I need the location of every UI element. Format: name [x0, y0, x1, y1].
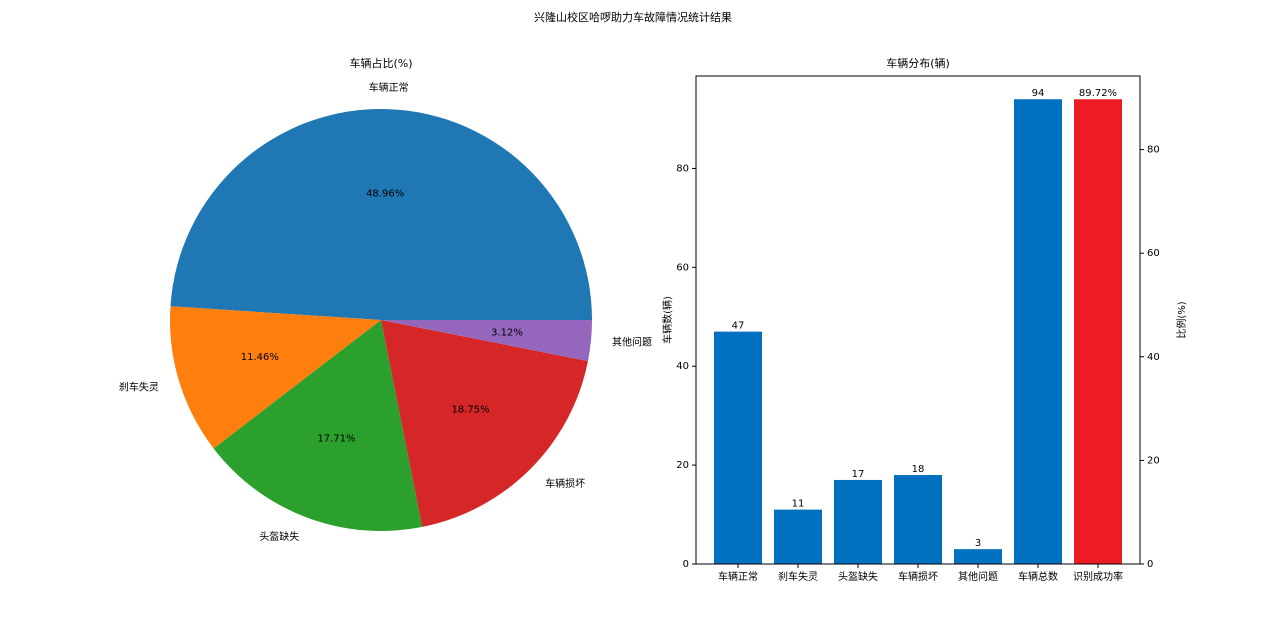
slice-label: 车辆损坏 — [545, 477, 585, 490]
bar-value-label: 17 — [852, 469, 865, 480]
y2-tick-label: 0 — [1147, 559, 1153, 570]
y-axis-label: 车辆数(辆) — [661, 296, 674, 344]
y2-tick-label: 40 — [1147, 352, 1160, 363]
x-tick-label: 识别成功率 — [1073, 570, 1123, 583]
slice-value-label: 48.96% — [366, 188, 404, 199]
x-tick-label: 车辆损坏 — [898, 570, 938, 583]
x-tick-label: 其他问题 — [958, 570, 998, 583]
x-tick-label: 头盔缺失 — [838, 570, 878, 583]
slice-label: 车辆正常 — [369, 81, 409, 94]
pie-slice — [381, 320, 592, 362]
pie-slice — [170, 306, 381, 449]
bar-value-label: 94 — [1032, 88, 1045, 99]
bar — [834, 479, 882, 564]
y2-tick-label: 20 — [1147, 455, 1160, 466]
bar-value-label: 47 — [732, 321, 745, 332]
slice-label: 刹车失灵 — [119, 380, 159, 393]
bar-title: 车辆分布(辆) — [886, 56, 950, 70]
slice-value-label: 18.75% — [451, 404, 489, 415]
pie-slice — [170, 108, 592, 320]
y2-tick-label: 60 — [1147, 248, 1160, 259]
slice-value-label: 3.12% — [491, 327, 523, 338]
pie-title: 车辆占比(%) — [349, 56, 412, 70]
y-tick-label: 0 — [683, 559, 689, 570]
y-tick-label: 60 — [676, 262, 689, 273]
bar — [774, 509, 822, 564]
y-tick-label: 80 — [676, 163, 689, 174]
slice-label: 其他问题 — [612, 336, 652, 349]
y2-axis-label: 比例(%) — [1175, 301, 1188, 338]
pie-slice — [213, 320, 423, 531]
x-tick-label: 车辆总数 — [1018, 570, 1058, 583]
y2-tick-label: 80 — [1147, 145, 1160, 156]
slice-value-label: 17.71% — [317, 433, 355, 444]
bar-value-label: 11 — [792, 499, 805, 510]
x-tick-label: 刹车失灵 — [778, 570, 818, 583]
figure-title: 兴隆山校区哈啰助力车故障情况统计结果 — [534, 10, 732, 24]
slice-label: 头盔缺失 — [259, 530, 299, 543]
bar — [1074, 99, 1122, 564]
bar — [714, 331, 762, 564]
bar-value-label: 89.72% — [1079, 88, 1117, 99]
bar-value-label: 3 — [975, 538, 981, 549]
x-tick-label: 车辆正常 — [718, 570, 758, 583]
bar — [894, 475, 942, 564]
bar-value-label: 18 — [912, 464, 925, 475]
y-tick-label: 20 — [676, 460, 689, 471]
bar — [954, 549, 1002, 564]
pie-slice — [381, 320, 588, 527]
y-tick-label: 40 — [676, 361, 689, 372]
bar — [1014, 99, 1062, 564]
slice-value-label: 11.46% — [241, 352, 279, 363]
